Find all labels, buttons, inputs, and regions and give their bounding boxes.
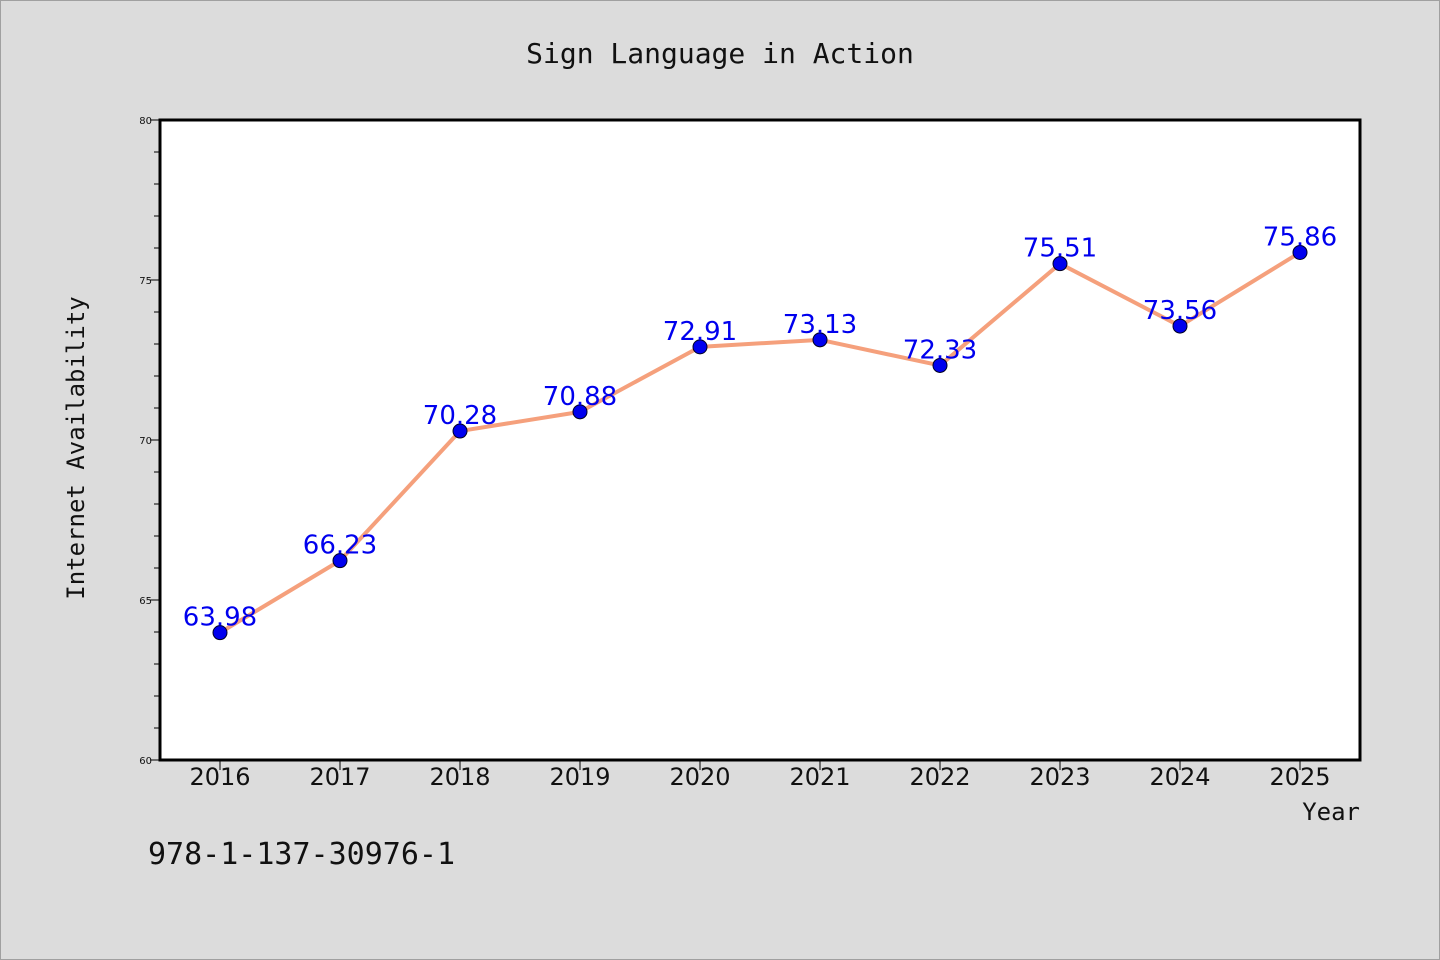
data-point: [452, 423, 468, 439]
data-label: 75.86: [1263, 222, 1337, 252]
y-tick-label: 60: [139, 756, 152, 767]
chart-title: Sign Language in Action: [526, 37, 914, 70]
x-tick-label: 2022: [909, 763, 970, 791]
x-tick-label: 2024: [1149, 763, 1210, 791]
y-axis-title: Internet Availability: [62, 296, 90, 599]
data-point: [1292, 244, 1308, 260]
y-tick-label: 80: [139, 116, 152, 127]
data-label: 66.23: [303, 531, 377, 561]
series-layer: 63.98 66.23 70.28 70.88 72.91 73.13 72.33 75.51…: [183, 222, 1337, 641]
x-tick-label: 2018: [429, 763, 490, 791]
data-point: [332, 553, 348, 569]
y-tick-label: 70: [139, 436, 152, 447]
data-point: [212, 625, 228, 641]
x-tick-label: 2023: [1029, 763, 1090, 791]
y-axis: 60 65 70 75 80: [139, 116, 160, 767]
data-label: 70.88: [543, 382, 617, 412]
x-tick-label: 2021: [789, 763, 850, 791]
data-label: 72.91: [663, 317, 737, 347]
data-label: 73.13: [783, 310, 857, 340]
y-tick-label: 75: [139, 276, 152, 287]
x-tick-label: 2016: [189, 763, 250, 791]
data-point: [932, 357, 948, 373]
data-label: 63.98: [183, 603, 257, 633]
data-label: 72.33: [903, 335, 977, 365]
data-point: [572, 404, 588, 420]
isbn-text: 978-1-137-30976-1: [148, 837, 455, 872]
data-point: [812, 332, 828, 348]
data-point: [1052, 256, 1068, 272]
data-label: 70.28: [423, 401, 497, 431]
x-axis: 2016 2017 2018 2019 2020 2021 2022 2023 2024 2025: [189, 760, 1331, 791]
data-point: [1172, 318, 1188, 334]
x-tick-label: 2019: [549, 763, 610, 791]
x-tick-label: 2017: [309, 763, 370, 791]
plot-area: [158, 118, 1362, 762]
x-axis-title: Year: [1302, 798, 1360, 826]
data-label: 73.56: [1143, 296, 1217, 326]
x-tick-label: 2025: [1269, 763, 1330, 791]
y-tick-label: 65: [139, 596, 152, 607]
data-label: 75.51: [1023, 234, 1097, 264]
data-point: [692, 339, 708, 355]
x-tick-label: 2020: [669, 763, 730, 791]
series-line: [218, 250, 1302, 635]
